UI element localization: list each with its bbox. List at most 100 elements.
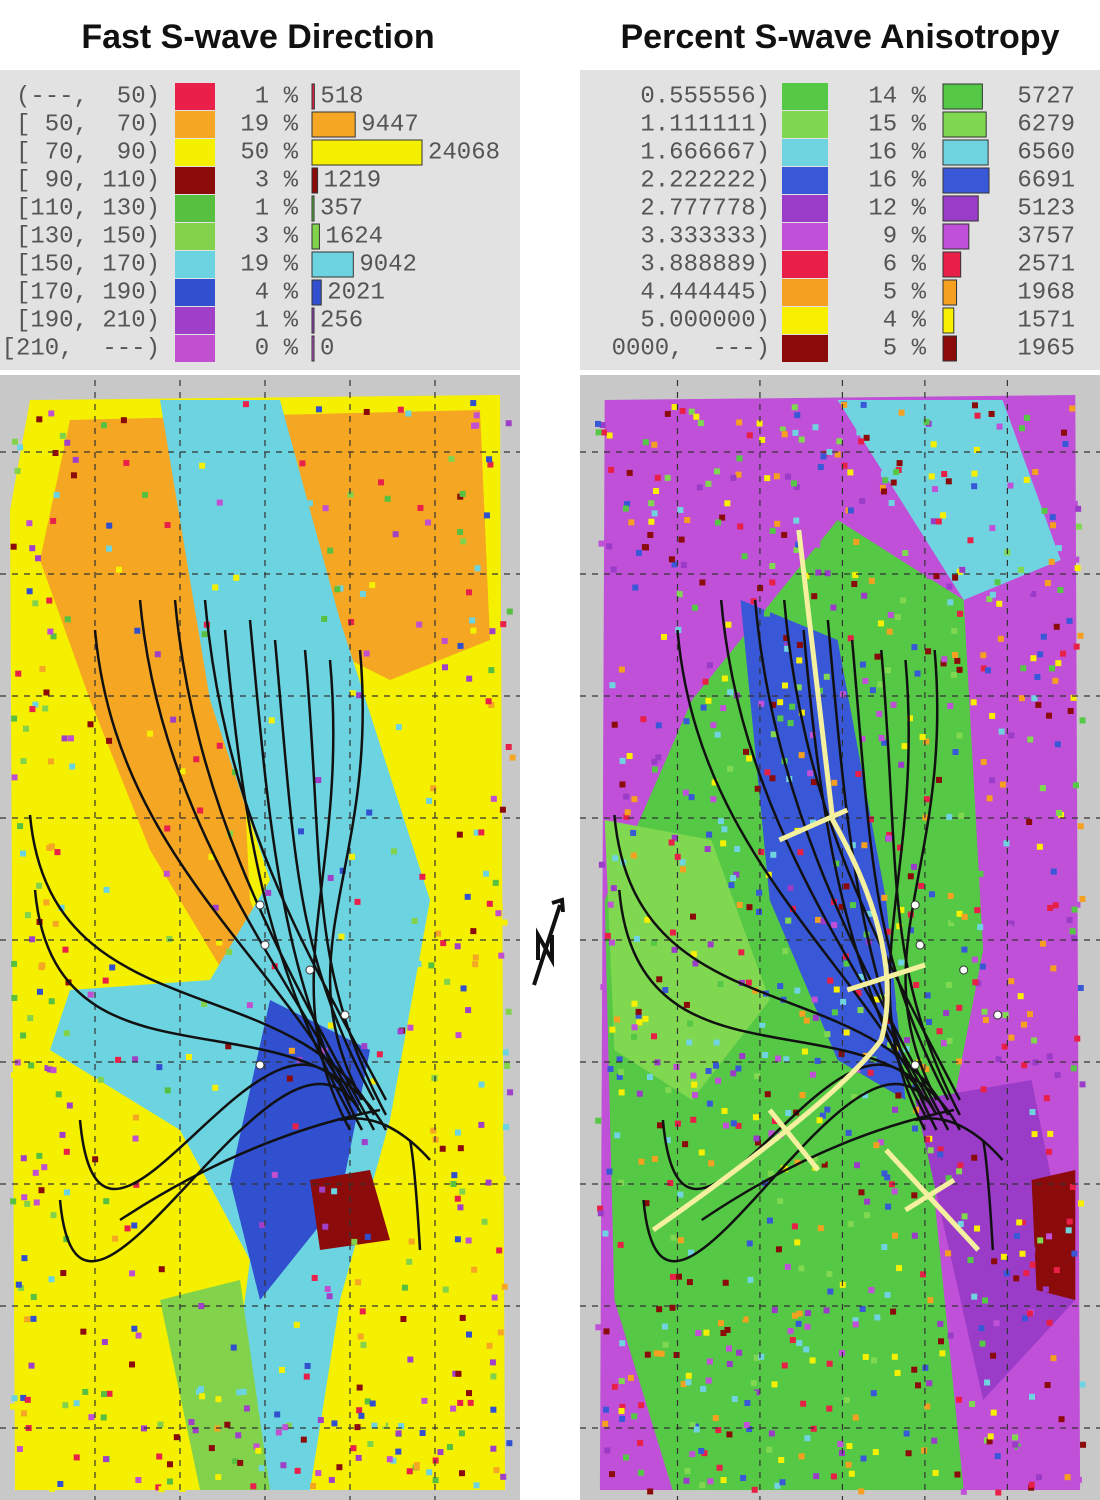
map-speckle [704, 846, 711, 853]
map-speckle [764, 1091, 771, 1098]
map-speckle [1072, 782, 1079, 789]
map-speckle [444, 978, 451, 985]
map-speckle [931, 1437, 938, 1444]
map-speckle [597, 1210, 604, 1217]
map-speckle [699, 1482, 706, 1489]
map-speckle [115, 566, 122, 573]
count-label: 9042 [359, 251, 417, 278]
map-speckle [785, 473, 792, 480]
fault-line [879, 649, 961, 1116]
map-speckle [777, 1198, 784, 1205]
map-speckle [644, 916, 651, 923]
color-swatch [782, 111, 828, 138]
map-speckle [52, 450, 59, 457]
map-speckle [989, 591, 996, 598]
map-speckle [26, 588, 33, 595]
fault-line [701, 1108, 955, 1222]
map-speckle [1048, 558, 1055, 565]
map-speckle [337, 585, 344, 592]
map-speckle [980, 665, 987, 672]
map-speckle [898, 906, 905, 913]
map-speckle [890, 479, 897, 486]
map-speckle [192, 1427, 199, 1434]
map-speckle [770, 701, 777, 708]
map-speckle [292, 1123, 299, 1130]
map-speckle [771, 1307, 778, 1314]
map-speckle [101, 1339, 108, 1346]
map-speckle [67, 735, 74, 742]
well-marker [255, 1060, 265, 1070]
map-speckle [617, 1241, 624, 1248]
map-speckle [156, 1453, 163, 1460]
map-speckle [771, 1117, 778, 1124]
map-speckle [798, 752, 805, 759]
map-speckle [849, 842, 856, 849]
map-speckle [685, 1379, 692, 1386]
map-speckle [706, 1358, 713, 1365]
map-speckle [838, 1050, 845, 1057]
map-speckle [274, 1411, 281, 1418]
map-speckle [406, 1258, 413, 1265]
map-speckle [697, 420, 704, 427]
map-speckle [679, 407, 686, 414]
map-speckle [912, 1125, 919, 1132]
map-speckle [751, 1486, 758, 1493]
map-speckle [799, 1010, 806, 1017]
map-speckle [669, 1273, 676, 1280]
map-speckle [971, 1154, 978, 1161]
map-speckle [131, 1222, 138, 1229]
map-speckle [715, 1427, 722, 1434]
map-speckle [744, 1400, 751, 1407]
map-speckle [669, 929, 676, 936]
map-speckle [215, 1396, 222, 1403]
map-speckle [789, 703, 796, 710]
map-speckle [812, 1014, 819, 1021]
map-speckle [69, 763, 76, 770]
map-speckle [186, 1053, 193, 1060]
map-speckle [656, 976, 663, 983]
map-speckle [358, 1412, 365, 1419]
map-speckle [495, 910, 502, 917]
well-marker [910, 1060, 920, 1070]
percent-label: 1 % [255, 83, 299, 110]
map-speckle [1070, 1065, 1077, 1072]
map-speckle [781, 1362, 788, 1369]
map-speckle [769, 579, 776, 586]
map-speckle [804, 1435, 811, 1442]
map-speckle [1039, 785, 1046, 792]
map-speckle [608, 939, 615, 946]
map-speckle [980, 652, 987, 659]
map-speckle [1080, 1441, 1087, 1448]
map-speckle [82, 1388, 89, 1395]
map-speckle [501, 1283, 508, 1290]
map-speckle [356, 1407, 363, 1414]
map-speckle [971, 1293, 978, 1300]
map-speckle [1018, 566, 1025, 573]
map-speckle [60, 1270, 67, 1277]
map-speckle [701, 1450, 708, 1457]
range-label: [210, ---) [2, 335, 160, 362]
map-speckle [684, 1468, 691, 1475]
map-speckle [796, 1310, 803, 1317]
map-speckle [858, 1189, 865, 1196]
map-speckle [618, 1069, 625, 1076]
map-speckle [24, 912, 31, 919]
map-speckle [478, 1121, 485, 1128]
map-speckle [599, 422, 606, 429]
map-speckle [395, 1448, 402, 1455]
map-speckle [941, 470, 948, 477]
map-speckle [140, 1425, 147, 1432]
map-speckle [971, 483, 978, 490]
map-speckle [91, 923, 98, 930]
map-speckle [208, 1445, 215, 1452]
map-speckle [970, 699, 977, 706]
map-speckle [97, 1076, 104, 1083]
map-speckle [201, 1001, 208, 1008]
map-speckle [661, 1323, 668, 1330]
map-speckle [1045, 712, 1052, 719]
map-speckle [888, 499, 895, 506]
map-speckle [769, 775, 776, 782]
map-speckle [106, 737, 113, 744]
map-speckle [237, 1459, 244, 1466]
fault-line [642, 1082, 938, 1263]
